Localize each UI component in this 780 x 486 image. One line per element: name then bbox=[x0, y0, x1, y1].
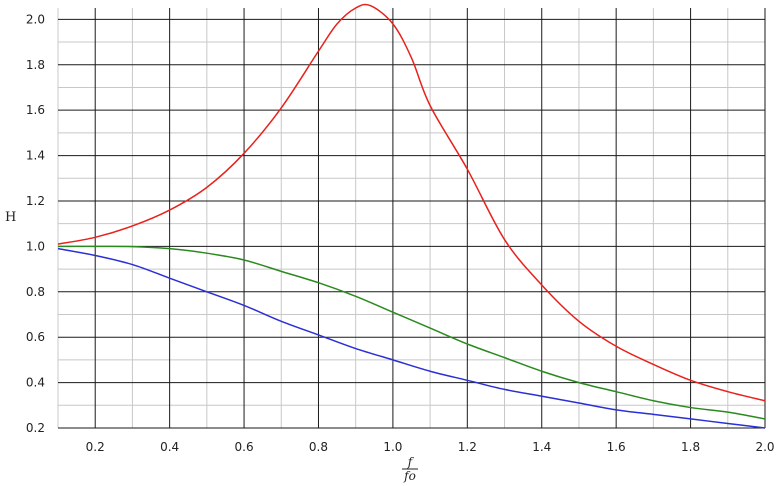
x-tick-label: 1.0 bbox=[383, 440, 402, 454]
series-line-green bbox=[57, 245, 766, 420]
x-tick-label: 0.4 bbox=[160, 440, 179, 454]
major-grid bbox=[58, 8, 766, 429]
y-tick-label: 1.6 bbox=[26, 103, 45, 117]
x-tick-label: 0.8 bbox=[309, 440, 328, 454]
y-tick-label: 0.8 bbox=[26, 285, 45, 299]
y-tick-label: 1.0 bbox=[26, 239, 45, 253]
x-tick-label: 1.2 bbox=[458, 440, 477, 454]
x-axis-label: f fo bbox=[402, 455, 418, 483]
x-tick-label: 0.6 bbox=[235, 440, 254, 454]
minor-grid bbox=[57, 8, 765, 428]
y-tick-label: 2.0 bbox=[26, 12, 45, 26]
series-line-red bbox=[57, 3, 766, 402]
x-tick-labels: 0.2 0.4 0.6 0.8 1.0 1.2 1.4 1.6 1.8 2.0 bbox=[86, 440, 775, 454]
x-tick-label: 1.4 bbox=[532, 440, 551, 454]
x-axis-label-numerator: f bbox=[407, 455, 415, 469]
y-tick-label: 1.4 bbox=[26, 149, 45, 163]
x-tick-label: 2.0 bbox=[755, 440, 774, 454]
y-tick-label: 0.6 bbox=[26, 330, 45, 344]
x-tick-label: 1.6 bbox=[607, 440, 626, 454]
x-tick-label: 0.2 bbox=[86, 440, 105, 454]
y-tick-label: 1.8 bbox=[26, 58, 45, 72]
y-tick-label: 0.4 bbox=[26, 376, 45, 390]
y-axis-label: H bbox=[5, 210, 16, 225]
x-axis-label-denominator: fo bbox=[403, 469, 416, 483]
series-layer bbox=[57, 3, 766, 429]
y-tick-label: 0.2 bbox=[26, 421, 45, 435]
y-tick-label: 1.2 bbox=[26, 194, 45, 208]
x-tick-label: 1.8 bbox=[681, 440, 700, 454]
series-line-blue bbox=[57, 247, 766, 429]
y-tick-labels: 0.2 0.4 0.6 0.8 1.0 1.2 1.4 1.6 1.8 2.0 bbox=[26, 12, 45, 435]
